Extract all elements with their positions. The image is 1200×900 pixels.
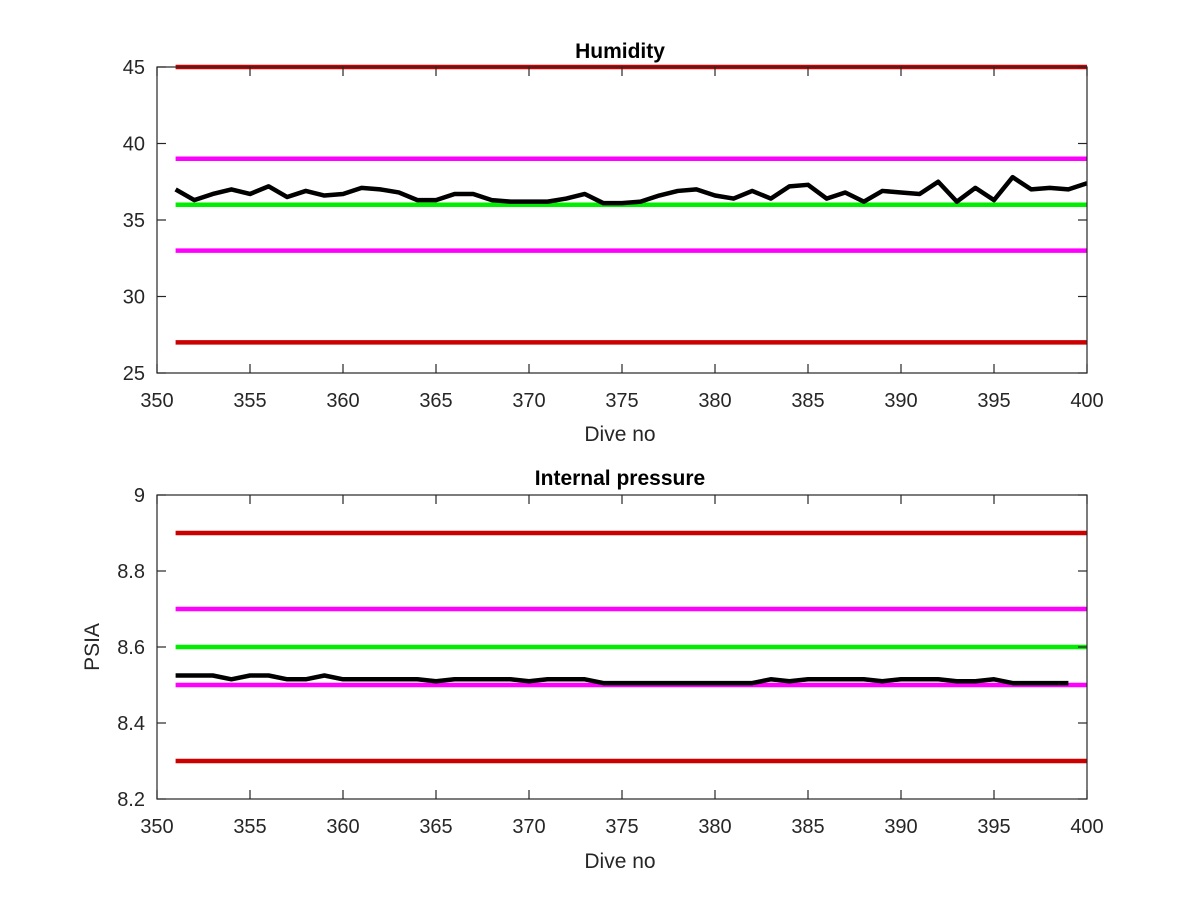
x-tick-label: 365	[419, 390, 452, 412]
y-tick-label: 9	[134, 485, 145, 507]
x-tick-label: 350	[140, 390, 173, 412]
x-tick-label: 350	[140, 816, 173, 838]
x-tick-label: 390	[884, 390, 917, 412]
x-tick-label: 370	[512, 816, 545, 838]
y-tick-label: 45	[123, 57, 145, 79]
data-series-line	[175, 673, 1069, 686]
chart-title: Humidity	[575, 40, 665, 63]
x-tick-label: 370	[512, 390, 545, 412]
y-tick-label: 8.6	[117, 637, 145, 659]
x-axis-label: Dive no	[584, 423, 655, 446]
data-series-line	[174, 174, 1088, 206]
x-tick-label: 395	[977, 390, 1010, 412]
chart-title: Internal pressure	[535, 467, 705, 490]
x-tick-label: 375	[605, 390, 638, 412]
x-tick-label: 390	[884, 816, 917, 838]
humidity-panel: Humidity 350 355 360 365 370 375 380 385 390 395 4…	[123, 40, 1104, 446]
y-tick-label: 8.4	[117, 713, 145, 735]
y-tick-label: 8.2	[117, 789, 145, 811]
plot-area: 350 355 360 365 370 375 380 385 390 395 400 25 30 35 4…	[123, 57, 1104, 412]
x-tick-label: 395	[977, 816, 1010, 838]
y-tick-label: 40	[123, 134, 145, 156]
x-tick-label: 385	[791, 816, 824, 838]
x-tick-label: 380	[698, 816, 731, 838]
x-tick-label: 355	[233, 816, 266, 838]
axes-box	[156, 66, 1088, 374]
x-tick-label: 385	[791, 390, 824, 412]
x-tick-label: 380	[698, 390, 731, 412]
x-axis-label: Dive no	[584, 850, 655, 873]
y-tick-label: 25	[123, 363, 145, 385]
y-tick-label: 35	[123, 210, 145, 232]
x-tick-label: 360	[326, 816, 359, 838]
x-tick-label: 375	[605, 816, 638, 838]
y-tick-label: 30	[123, 287, 145, 309]
internal-pressure-panel: Internal pressure 350 355 360 365 370 375 380 3…	[81, 467, 1104, 873]
y-axis-label: PSIA	[81, 623, 104, 671]
x-tick-label: 365	[419, 816, 452, 838]
x-tick-label: 400	[1070, 816, 1103, 838]
x-tick-label: 355	[233, 390, 266, 412]
y-tick-label: 8.8	[117, 561, 145, 583]
plot-area: 350 355 360 365 370 375 380 385 390 395 400 8.2 8.4 8…	[117, 485, 1104, 838]
x-tick-label: 400	[1070, 390, 1103, 412]
x-tick-label: 360	[326, 390, 359, 412]
